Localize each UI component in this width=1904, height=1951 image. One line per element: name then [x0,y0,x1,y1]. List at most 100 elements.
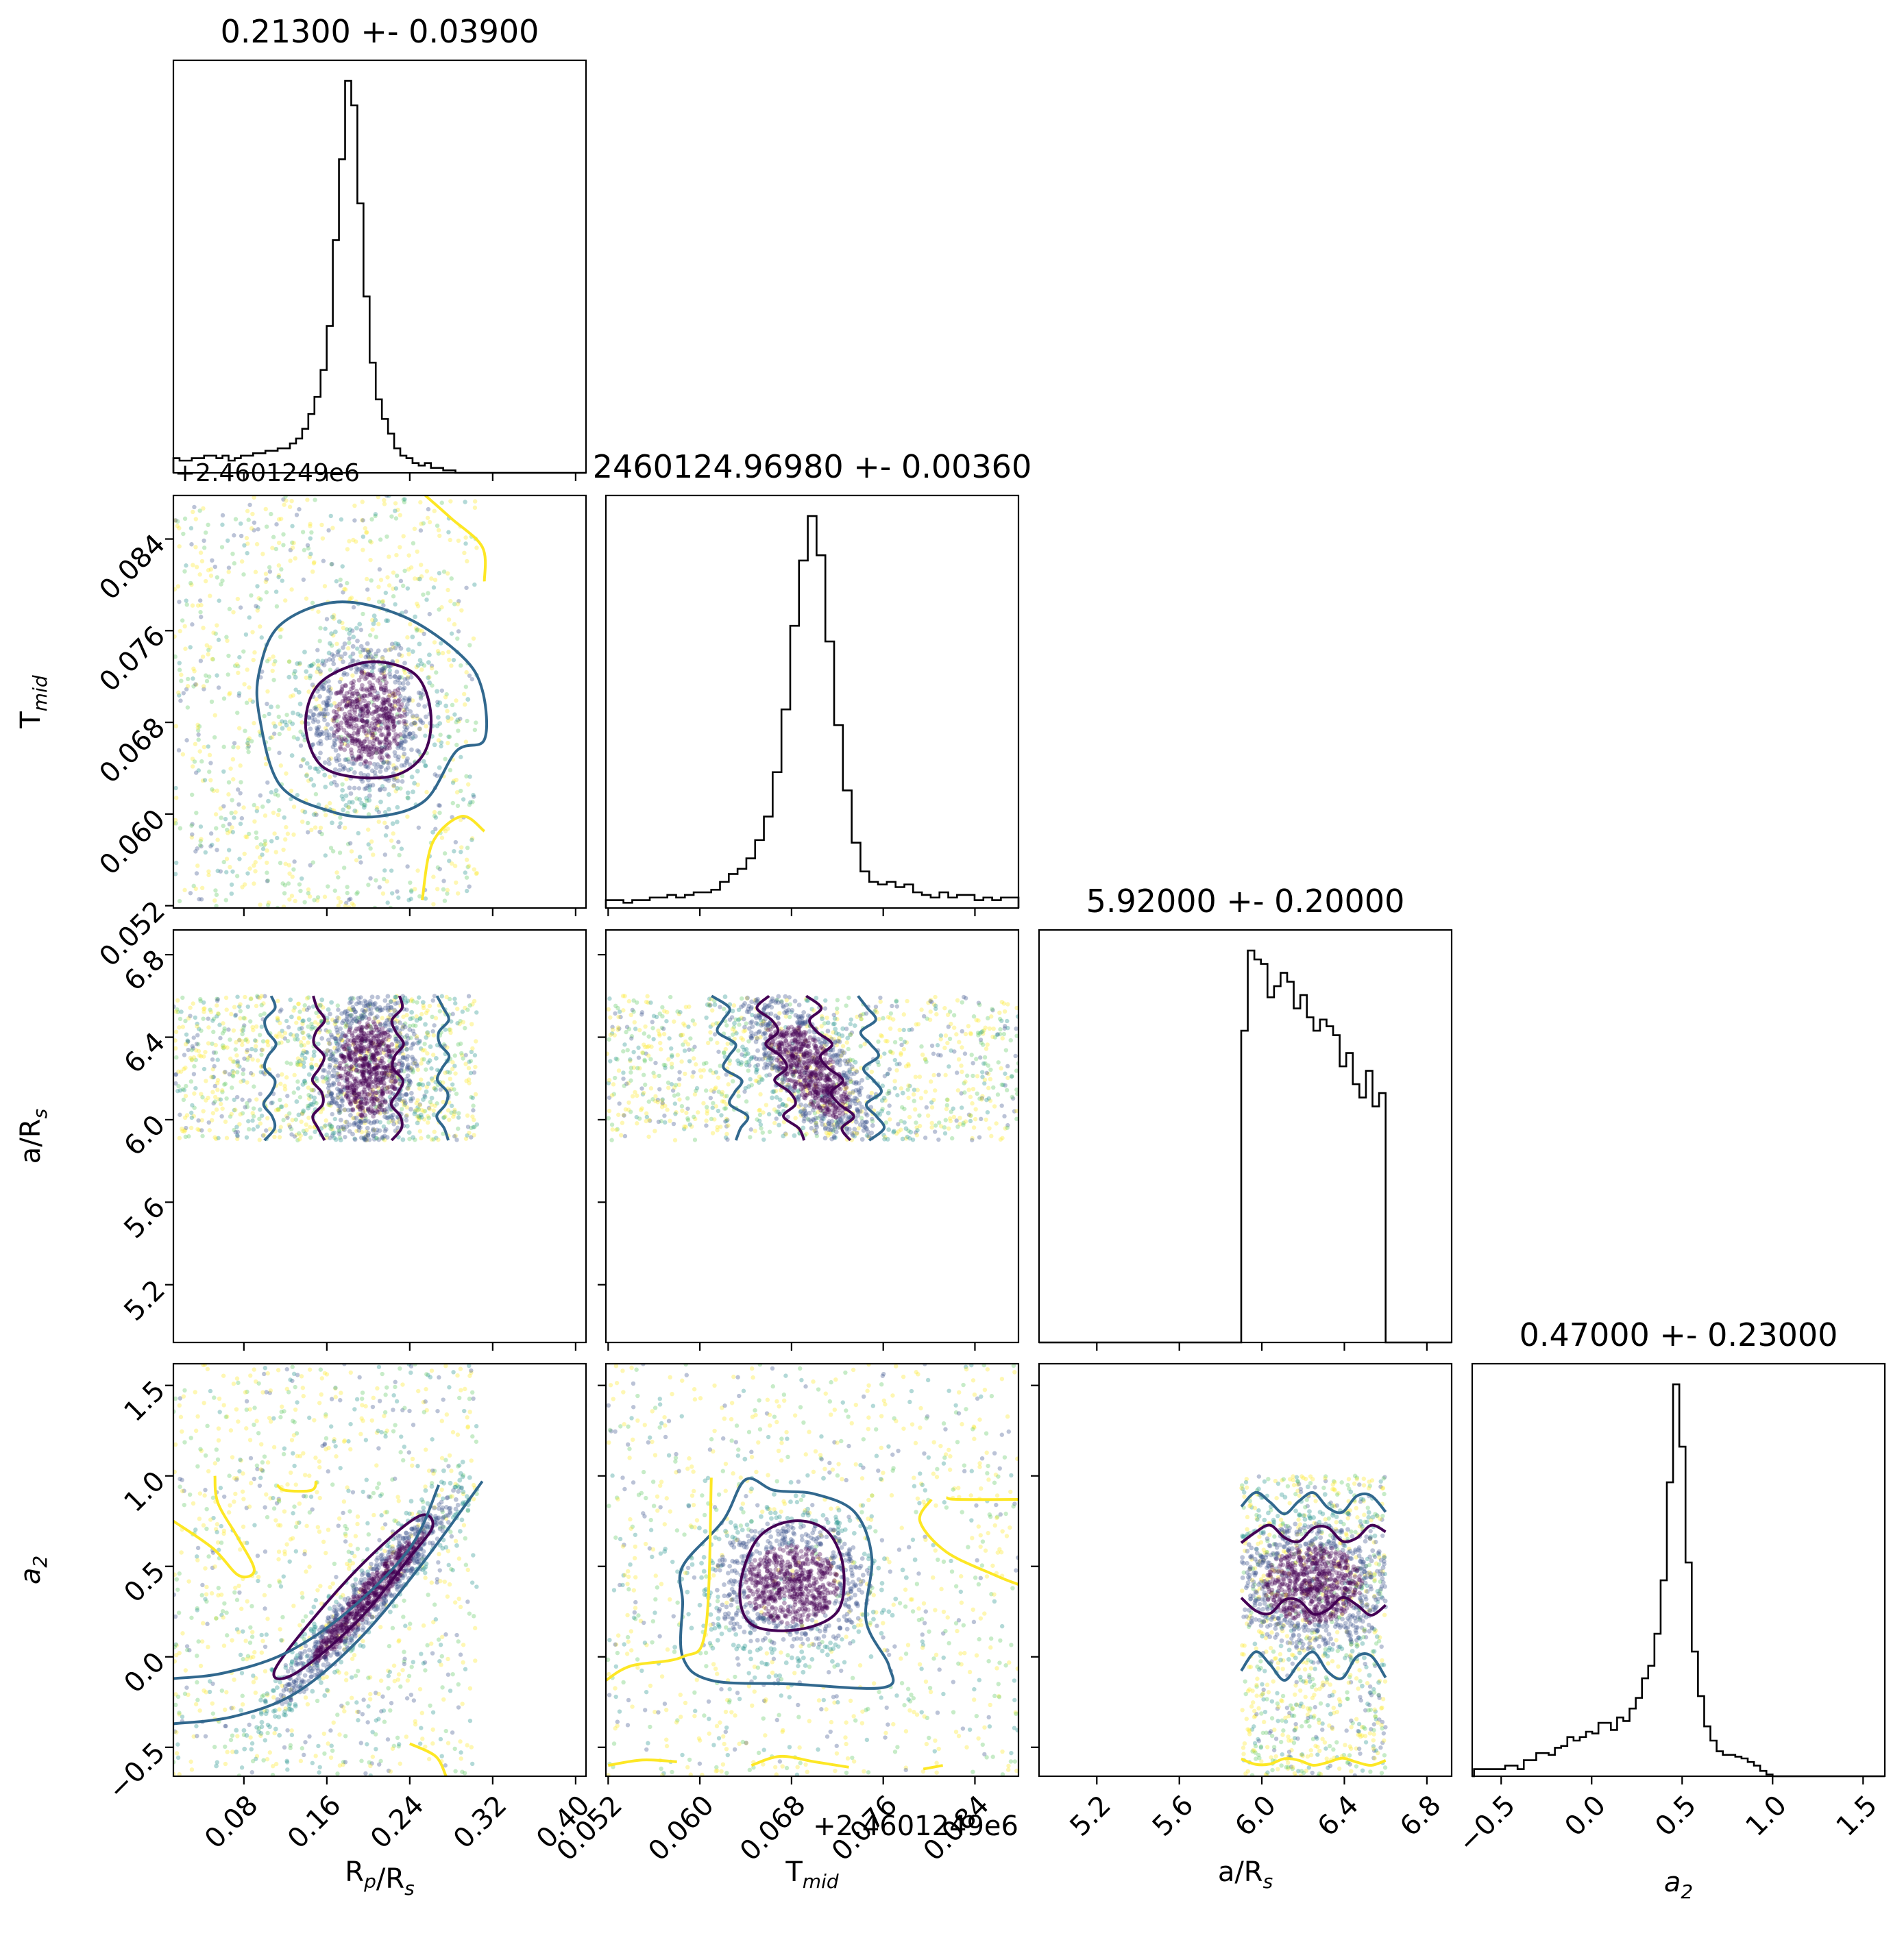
scatter-point [376,1070,382,1076]
scatter-point [406,567,411,572]
scatter-point [322,1068,327,1073]
scatter-point [364,707,369,711]
scatter-point [382,721,388,726]
scatter-point [692,1044,697,1049]
scatter-point [992,1104,997,1109]
scatter-point [329,1100,334,1105]
scatter-point [388,1070,393,1075]
scatter-point [197,1053,202,1058]
scatter-point [347,1081,352,1086]
scatter-point [309,530,314,535]
scatter-point [177,526,182,530]
scatter-point [393,789,398,794]
scatter-point [362,647,367,652]
scatter-point [327,735,332,741]
scatter-point [289,1032,293,1037]
scatter-point [355,1019,360,1024]
scatter-point [397,652,402,657]
scatter-point [190,1103,195,1108]
scatter-point [986,1016,990,1021]
scatter-point [258,1013,263,1018]
scatter-point [385,575,390,580]
scatter-point [358,1056,363,1061]
scatter-point [365,654,371,660]
scatter-point [339,676,344,682]
scatter-point [1009,1074,1014,1079]
scatter-point [368,1120,374,1126]
scatter-point [455,1020,460,1026]
scatter-point [373,1090,378,1096]
scatter-point [259,1024,265,1029]
scatter-point [254,809,260,813]
scatter-point [230,798,234,802]
scatter-point [406,1083,411,1089]
scatter-point [332,779,337,785]
scatter-point [252,802,256,808]
scatter-point [382,852,388,857]
scatter-point [723,1106,729,1111]
scatter-point [356,1033,361,1038]
scatter-point [1005,1018,1010,1024]
scatter-point [233,1012,239,1018]
scatter-point [208,573,214,578]
scatter-point [394,1120,399,1125]
scatter-point [349,722,354,726]
scatter-point [304,1128,309,1133]
scatter-point [211,1101,216,1106]
scatter-point [690,1018,696,1023]
scatter-point [391,845,396,850]
scatter-point [609,1093,615,1098]
scatter-point [184,598,188,603]
scatter-point [358,1079,363,1084]
scatter-point [347,696,352,701]
scatter-point [323,1076,328,1081]
scatter-point [709,1116,714,1122]
scatter-point [844,1040,849,1045]
scatter-point [347,1085,353,1090]
scatter-point [241,1067,246,1072]
scatter-point [379,764,385,770]
scatter-point [416,825,422,830]
scatter-point [244,536,249,541]
scatter-point [979,1030,984,1035]
scatter-point [371,675,376,680]
scatter-point [388,647,393,652]
scatter-point [386,1027,391,1033]
scatter-point [384,1109,389,1114]
scatter-point [401,1022,406,1028]
scatter-point [188,891,193,896]
scatter-point [347,640,352,646]
scatter-point [290,721,295,726]
scatter-point [463,1136,469,1141]
scatter-point [365,744,371,749]
scatter-point [446,715,450,720]
scatter-point [357,1048,363,1054]
scatter-point [334,758,339,763]
scatter-point [448,599,453,604]
scatter-point [175,519,180,524]
scatter-point [739,1016,744,1020]
scatter-point [245,835,249,839]
scatter-point [291,1090,296,1095]
scatter-point [350,685,356,691]
scatter-point [419,522,424,526]
scatter-point [389,1079,394,1084]
scatter-point [749,1083,754,1088]
scatter-point [176,690,181,695]
scatter-point [321,700,326,705]
scatter-point [366,812,371,817]
scatter-point [414,1062,419,1067]
scatter-point [202,545,207,550]
scatter-point [607,1108,612,1114]
scatter-point [374,726,379,732]
scatter-point [361,1072,367,1078]
scatter-point [361,1064,366,1070]
scatter-point [380,1077,386,1081]
scatter-point [385,618,391,624]
scatter-point [253,1038,258,1043]
scatter-point [302,548,307,552]
scatter-point [288,694,293,699]
scatter-point [391,1112,396,1118]
scatter-point [229,811,234,815]
scatter-point [375,1006,380,1011]
